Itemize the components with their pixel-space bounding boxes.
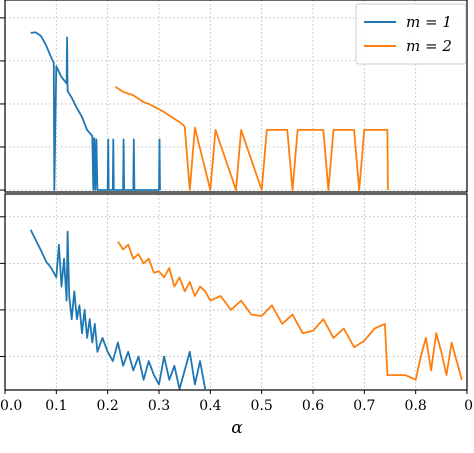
- legend-label: m = 1: [406, 13, 452, 31]
- x-tick-label: 0.8: [405, 398, 427, 414]
- axes-frame: [4, 193, 468, 391]
- legend-box: [355, 3, 467, 65]
- x-tick-label: 0.3: [148, 398, 170, 414]
- x-tick-label: 0.0: [0, 398, 22, 414]
- x-tick-label: 0.2: [97, 398, 119, 414]
- data-line: [29, 229, 207, 390]
- data-line: [117, 241, 463, 381]
- data-line: [30, 31, 161, 191]
- x-tick-label: 0.5: [251, 398, 273, 414]
- plot-area: [30, 31, 389, 191]
- x-axis-label: α: [231, 418, 243, 438]
- data-line: [114, 86, 389, 191]
- legend-label: m = 2: [406, 37, 452, 55]
- x-tick-label: 0.7: [353, 398, 375, 414]
- x-tick-label: 0: [464, 398, 473, 414]
- x-tick-label: 0.6: [302, 398, 324, 414]
- plot-area: [29, 229, 463, 390]
- axes-frame: [4, 0, 468, 193]
- x-tick-label: 0.4: [199, 398, 221, 414]
- x-tick-label: 0.1: [45, 398, 67, 414]
